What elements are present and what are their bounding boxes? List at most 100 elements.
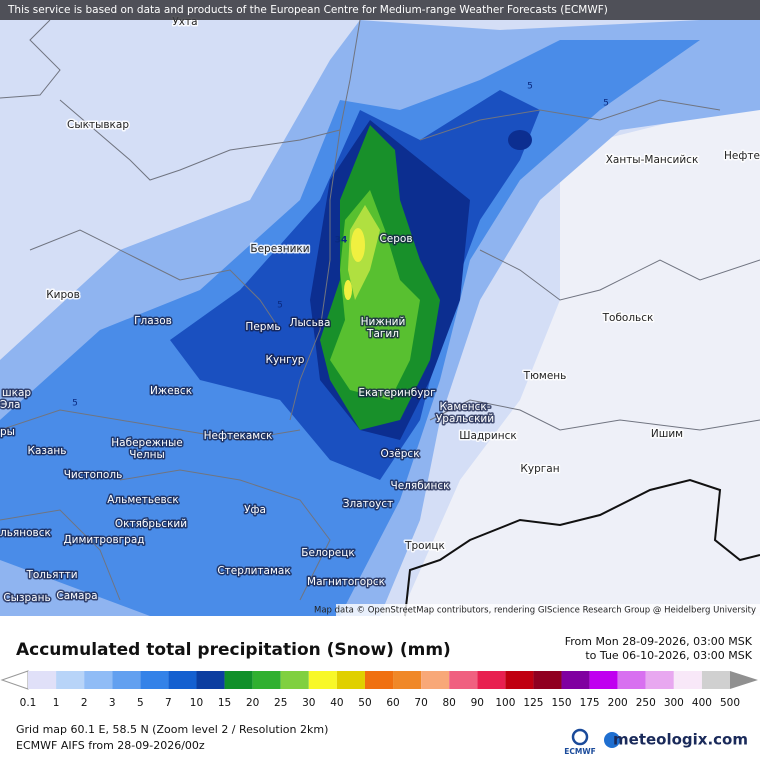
city-label: Каменск- xyxy=(439,401,490,413)
meteologix-logo[interactable]: meteologix.com xyxy=(613,731,748,749)
legend-label: 20 xyxy=(246,697,259,709)
legend-color xyxy=(533,671,562,689)
city-label: Пермь xyxy=(245,321,280,333)
legend-label: 125 xyxy=(523,697,543,709)
city-label: Серов xyxy=(379,233,412,245)
contour-label: 34 xyxy=(335,236,348,246)
city-label: шкар xyxy=(2,387,31,399)
city-label: Троицк xyxy=(404,540,445,552)
border xyxy=(479,249,760,301)
city-label: Эла xyxy=(0,399,20,411)
city-label: льяновск xyxy=(0,527,51,539)
city-label: Златоуст xyxy=(343,498,394,510)
legend-arrow xyxy=(730,671,758,689)
legend-color xyxy=(168,671,197,689)
city-label: Уфа xyxy=(244,504,266,516)
period-from: From Mon 28-09-2026, 03:00 MSK xyxy=(565,635,753,648)
legend-label: 3 xyxy=(109,697,116,709)
legend-color xyxy=(393,671,422,689)
legend-color xyxy=(196,671,225,689)
legend-label: 60 xyxy=(386,697,399,709)
legend-color xyxy=(449,671,478,689)
city-label: Тобольск xyxy=(602,312,654,324)
legend-color xyxy=(421,671,450,689)
city-label: Озёрск xyxy=(380,448,419,460)
legend-label: 5 xyxy=(137,697,144,709)
contour-label: 5 xyxy=(603,99,609,109)
ecmwf-logo: ECMWF xyxy=(564,747,596,756)
legend-label: 80 xyxy=(443,697,456,709)
legend-color xyxy=(56,671,85,689)
border xyxy=(289,19,361,421)
city-label: Самара xyxy=(56,590,97,602)
city-label: Димитровград xyxy=(63,534,144,546)
border xyxy=(59,99,341,181)
city-label: Тольятти xyxy=(25,569,77,581)
city-label: Челны xyxy=(129,449,165,461)
legend-color xyxy=(336,671,365,689)
legend-color xyxy=(477,671,506,689)
city-label: Нефтекамск xyxy=(204,430,273,442)
legend-color xyxy=(364,671,394,689)
legend-label: 250 xyxy=(636,697,656,709)
legend-label: 1 xyxy=(53,697,60,709)
legend-label: 90 xyxy=(471,697,484,709)
border xyxy=(429,399,760,431)
snow-area xyxy=(344,280,352,300)
legend-label: 175 xyxy=(580,697,600,709)
grid-info: Grid map 60.1 E, 58.5 N (Zoom level 2 / … xyxy=(16,723,328,736)
notice: This service is based on data and produc… xyxy=(7,4,608,16)
state-border xyxy=(404,478,760,617)
city-label: Набережные xyxy=(111,437,182,449)
legend-label: 30 xyxy=(302,697,315,709)
city-label: Шадринск xyxy=(459,430,516,442)
map-title: Accumulated total precipitation (Snow) (… xyxy=(16,640,451,660)
legend-label: 150 xyxy=(551,697,571,709)
city-label: ры xyxy=(0,426,15,438)
contour-label: 5 xyxy=(277,301,283,311)
legend-label: 0.1 xyxy=(20,697,37,709)
city-label: Белорецк xyxy=(301,547,354,559)
city-label: Уральский xyxy=(436,413,494,425)
dry-area xyxy=(400,100,760,616)
city-label: Альметьевск xyxy=(107,494,179,506)
period-to: to Tue 06-10-2026, 03:00 MSK xyxy=(585,649,752,662)
snow-area xyxy=(351,228,365,262)
city-label: Октябрьский xyxy=(115,518,187,530)
city-label: Стерлитамак xyxy=(217,565,290,577)
city-label: Магнитогорск xyxy=(307,576,385,588)
city-label: Курган xyxy=(520,463,559,475)
legend-label: 25 xyxy=(274,697,287,709)
border xyxy=(419,99,721,141)
ecmwf-icon xyxy=(571,728,589,746)
city-label: Нефте xyxy=(724,150,760,162)
legend-color xyxy=(280,671,309,689)
legend-label: 50 xyxy=(358,697,371,709)
legend-label: 10 xyxy=(190,697,203,709)
attribution: Map data © OpenStreetMap contributors, r… xyxy=(314,606,756,616)
legend-color xyxy=(589,671,618,689)
legend-color xyxy=(224,671,253,689)
legend-label: 300 xyxy=(664,697,684,709)
contour-label: 5 xyxy=(527,82,533,92)
legend-arrow xyxy=(0,670,29,690)
legend-label: 40 xyxy=(330,697,343,709)
legend-color xyxy=(561,671,590,689)
border xyxy=(119,469,331,601)
border xyxy=(29,229,281,331)
legend-color xyxy=(617,671,646,689)
legend-label: 100 xyxy=(495,697,515,709)
border xyxy=(0,19,61,99)
notice-bar xyxy=(0,0,760,20)
city-label: Нижний xyxy=(361,316,406,328)
legend-color xyxy=(645,671,674,689)
city-label: Березники xyxy=(250,243,309,255)
city-label: Кунгур xyxy=(266,354,305,366)
legend-label: 500 xyxy=(720,697,740,709)
city-label: Ханты-Мансийск xyxy=(606,154,699,166)
legend-color xyxy=(701,671,730,689)
city-label: Тагил xyxy=(366,328,399,340)
